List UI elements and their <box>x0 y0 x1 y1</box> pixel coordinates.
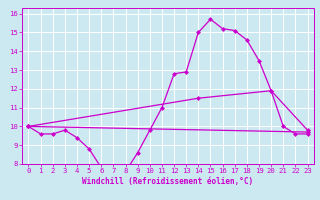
X-axis label: Windchill (Refroidissement éolien,°C): Windchill (Refroidissement éolien,°C) <box>83 177 253 186</box>
